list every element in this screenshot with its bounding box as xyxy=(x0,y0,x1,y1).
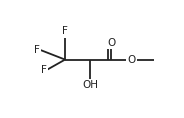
Text: O: O xyxy=(107,38,116,48)
Text: OH: OH xyxy=(82,80,98,90)
Text: F: F xyxy=(62,26,68,36)
Text: O: O xyxy=(127,55,135,65)
Text: F: F xyxy=(41,65,47,75)
Text: F: F xyxy=(33,45,39,55)
